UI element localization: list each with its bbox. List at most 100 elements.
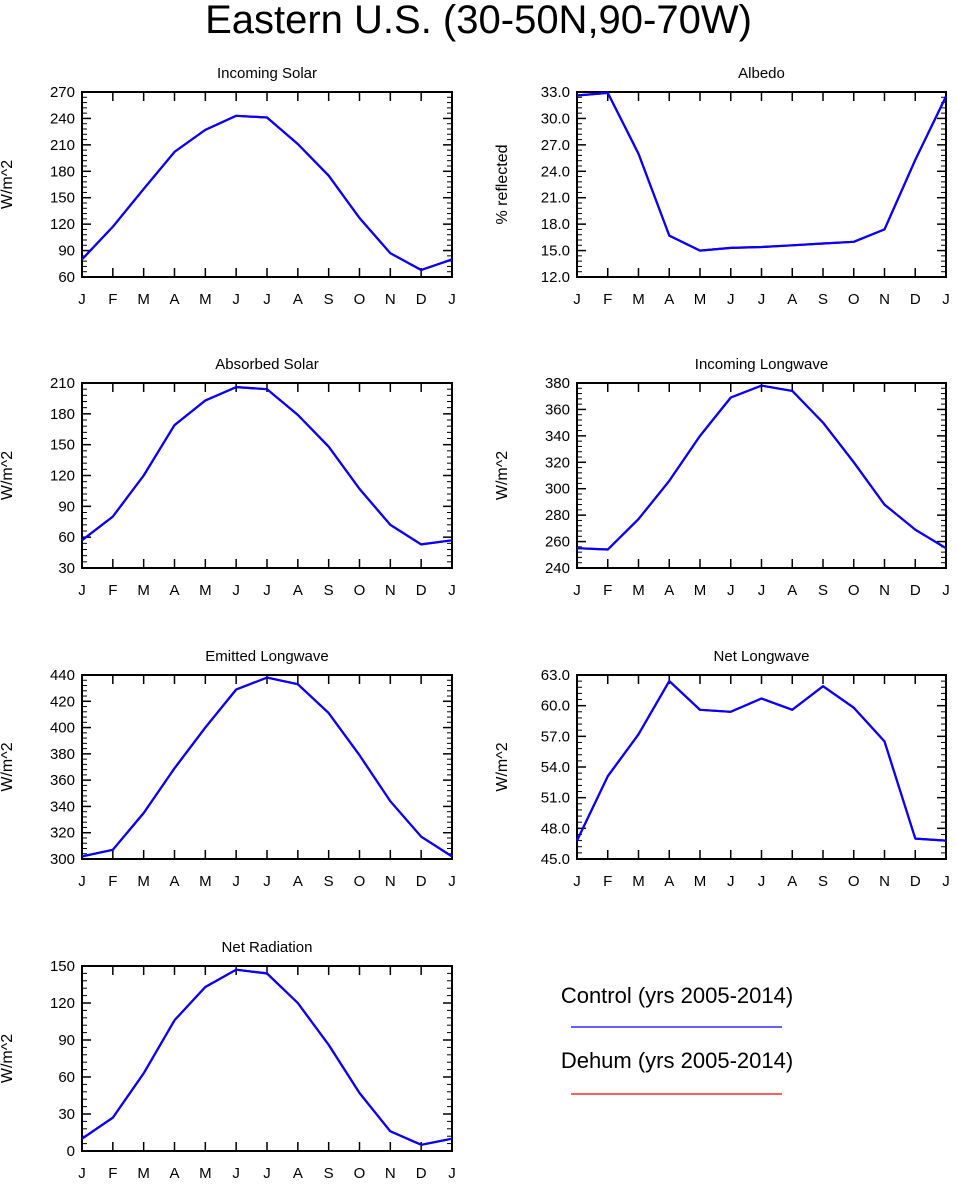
series-line (81, 114, 453, 272)
series-line (576, 679, 947, 842)
x-tick-label: M (632, 291, 645, 308)
y-tick-label: 120 (50, 468, 75, 485)
x-tick-label: N (385, 291, 396, 308)
x-tick-label: M (137, 1165, 150, 1182)
x-tick-label: J (263, 873, 271, 890)
x-tick-label: J (448, 1165, 456, 1182)
x-tick-label: J (263, 582, 271, 599)
chart-title: Albedo (738, 65, 785, 82)
y-tick-label: 210 (50, 137, 75, 154)
y-tick-label: 45.0 (541, 851, 570, 868)
y-tick-label: 27.0 (541, 137, 570, 154)
x-tick-label: J (232, 873, 240, 890)
y-tick-label: 48.0 (541, 820, 570, 837)
x-tick-label: S (818, 582, 828, 599)
x-tick-label: J (263, 291, 271, 308)
x-tick-label: J (263, 1165, 271, 1182)
y-axis-label: W/m^2 (494, 451, 511, 500)
y-tick-label: 60 (58, 529, 75, 546)
y-tick-label: 120 (50, 216, 75, 233)
x-tick-label: J (573, 582, 581, 599)
plot-frame (81, 965, 453, 1152)
x-tick-label: J (232, 1165, 240, 1182)
x-tick-label: M (632, 582, 645, 599)
y-tick-label: 320 (50, 825, 75, 842)
x-tick-label: A (664, 291, 674, 308)
series-line (81, 386, 453, 546)
x-tick-label: N (385, 873, 396, 890)
x-tick-label: J (727, 291, 735, 308)
x-tick-label: S (324, 582, 334, 599)
y-tick-label: 270 (50, 84, 75, 101)
x-tick-label: D (416, 582, 427, 599)
x-tick-label: F (108, 873, 117, 890)
y-tick-label: 12.0 (541, 269, 570, 286)
y-tick-label: 180 (50, 163, 75, 180)
x-tick-label: J (232, 582, 240, 599)
x-tick-label: J (78, 873, 86, 890)
y-axis-label: W/m^2 (0, 1034, 16, 1083)
x-tick-label: O (354, 582, 366, 599)
x-tick-label: A (664, 873, 674, 890)
y-tick-label: 90 (58, 498, 75, 515)
chart-panel-5: Emitted Longwave 300 320 340 360 380 400 420 440… (0, 648, 456, 890)
x-tick-label: M (199, 873, 212, 890)
x-tick-label: D (416, 873, 427, 890)
plot-frame (81, 674, 453, 860)
y-tick-label: 54.0 (541, 759, 570, 776)
plot-frame (576, 382, 947, 569)
x-tick-label: D (416, 291, 427, 308)
y-tick-label: 240 (545, 560, 570, 577)
series-line (576, 91, 947, 252)
x-tick-label: A (293, 582, 303, 599)
x-tick-label: M (137, 873, 150, 890)
x-tick-label: S (324, 1165, 334, 1182)
x-tick-label: M (199, 582, 212, 599)
x-tick-label: F (108, 1165, 117, 1182)
x-tick-label: A (787, 873, 797, 890)
y-tick-label: 150 (50, 437, 75, 454)
plot-frame (576, 91, 947, 278)
plot-frame (576, 674, 947, 860)
y-tick-label: 360 (50, 772, 75, 789)
x-tick-label: F (108, 291, 117, 308)
x-tick-label: J (942, 582, 950, 599)
y-tick-label: 24.0 (541, 163, 570, 180)
chart-panel-7: Net Radiation 0 30 60 90 120 150 J F M A M J J A S O N D J W… (0, 939, 456, 1182)
y-tick-label: 280 (545, 507, 570, 524)
series-line (81, 968, 453, 1146)
y-axis-label: W/m^2 (0, 742, 16, 791)
x-tick-label: J (448, 873, 456, 890)
x-tick-label: J (78, 582, 86, 599)
y-tick-label: 60 (58, 269, 75, 286)
y-tick-label: 30 (58, 1106, 75, 1123)
chart-title: Absorbed Solar (215, 356, 318, 373)
chart-title: Incoming Solar (217, 65, 317, 82)
x-tick-label: M (199, 1165, 212, 1182)
y-tick-label: 340 (50, 798, 75, 815)
x-tick-label: N (879, 873, 890, 890)
x-tick-label: A (293, 873, 303, 890)
x-tick-label: O (354, 873, 366, 890)
x-tick-label: A (169, 582, 179, 599)
chart-title: Emitted Longwave (205, 648, 328, 665)
y-tick-label: 60 (58, 1069, 75, 1086)
chart-panel-1: Incoming Solar 60 90 120 150 180 210 240 270 J F M A… (0, 65, 456, 308)
x-tick-label: F (603, 291, 612, 308)
y-tick-label: 380 (50, 746, 75, 763)
series-line (576, 91, 947, 252)
chart-panel-2: Albedo 12.0 15.0 18.0 21.0 24.0 27.0 30.0 33.0 J F… (494, 65, 950, 308)
x-tick-label: S (324, 873, 334, 890)
x-tick-label: D (416, 1165, 427, 1182)
x-tick-label: O (354, 1165, 366, 1182)
y-tick-label: 150 (50, 958, 75, 975)
x-tick-label: A (293, 291, 303, 308)
y-tick-label: 57.0 (541, 728, 570, 745)
y-tick-label: 300 (50, 851, 75, 868)
x-tick-label: A (787, 291, 797, 308)
chart-title: Net Radiation (222, 939, 313, 956)
x-tick-label: S (818, 873, 828, 890)
x-tick-label: N (385, 1165, 396, 1182)
x-tick-label: N (879, 291, 890, 308)
